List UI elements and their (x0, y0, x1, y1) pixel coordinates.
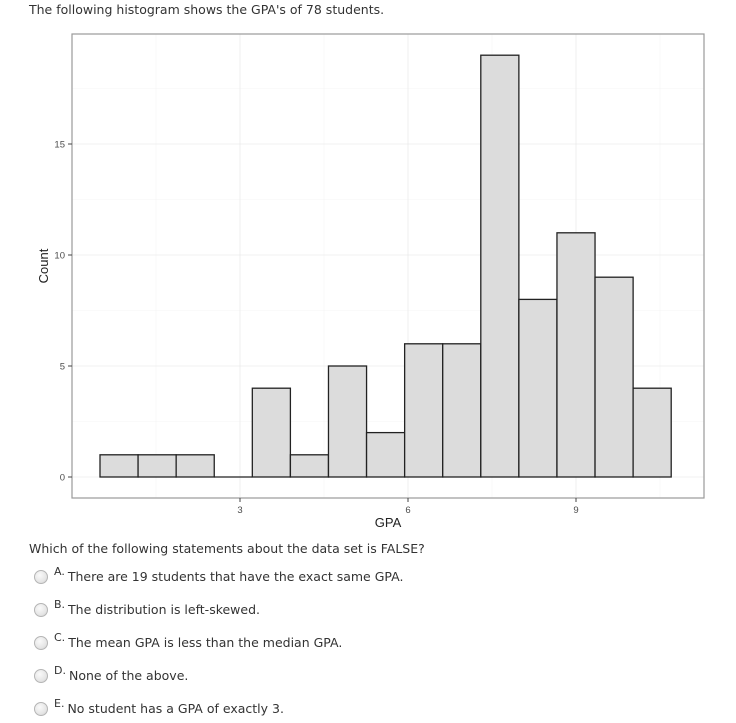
radio-button-icon[interactable] (34, 603, 48, 617)
option-letter: A. (54, 565, 65, 578)
question-text: Which of the following statements about … (29, 541, 425, 556)
option-letter: B. (54, 598, 66, 611)
option-letter: D. (54, 664, 66, 677)
option-letter: E. (54, 697, 65, 710)
histogram-bar (442, 343, 482, 478)
histogram-bar (632, 387, 672, 478)
histogram-bar (99, 454, 139, 478)
option-letter: C. (54, 631, 66, 644)
y-tick-label: 10 (54, 251, 65, 262)
option-text: The mean GPA is less than the median GPA… (68, 635, 343, 650)
histogram-bar (480, 54, 520, 478)
x-tick-label: 6 (405, 505, 410, 516)
option-e[interactable]: E. No student has a GPA of exactly 3. (34, 698, 284, 718)
option-text: None of the above. (68, 668, 189, 683)
histogram-bar (137, 454, 177, 478)
option-d[interactable]: D. None of the above. (34, 665, 188, 685)
option-text: There are 19 students that have the exac… (67, 569, 404, 584)
radio-button-icon[interactable] (34, 570, 48, 584)
histogram-bar (556, 232, 596, 478)
option-b[interactable]: B. The distribution is left-skewed. (34, 599, 260, 619)
histogram-chart: 0 5 10 15 3 6 9 GPA Count (36, 33, 705, 530)
y-tick-label: 0 (60, 473, 65, 484)
histogram-bar (365, 431, 406, 478)
option-text: No student has a GPA of exactly 3. (67, 701, 284, 716)
radio-button-icon[interactable] (34, 669, 48, 683)
histogram-bar (327, 365, 368, 478)
y-tick-label: 5 (60, 362, 65, 373)
plot-border (71, 33, 705, 499)
x-tick-label: 3 (237, 505, 242, 516)
histogram-bar (518, 298, 558, 478)
y-axis-title: Count (36, 248, 51, 283)
y-tick-label: 15 (54, 140, 65, 151)
option-a[interactable]: A. There are 19 students that have the e… (34, 566, 403, 586)
histogram-bar (594, 276, 634, 478)
radio-button-icon[interactable] (34, 702, 48, 716)
x-axis-title: GPA (375, 515, 402, 530)
histogram-bar (289, 454, 330, 478)
x-tick-label: 9 (573, 505, 578, 516)
histogram-bar (403, 343, 444, 478)
option-text: The distribution is left-skewed. (68, 602, 261, 617)
histogram-bar (251, 387, 292, 478)
histogram-bar (175, 454, 215, 478)
radio-button-icon[interactable] (34, 636, 48, 650)
option-c[interactable]: C. The mean GPA is less than the median … (34, 632, 342, 652)
intro-text: The following histogram shows the GPA's … (29, 2, 385, 17)
